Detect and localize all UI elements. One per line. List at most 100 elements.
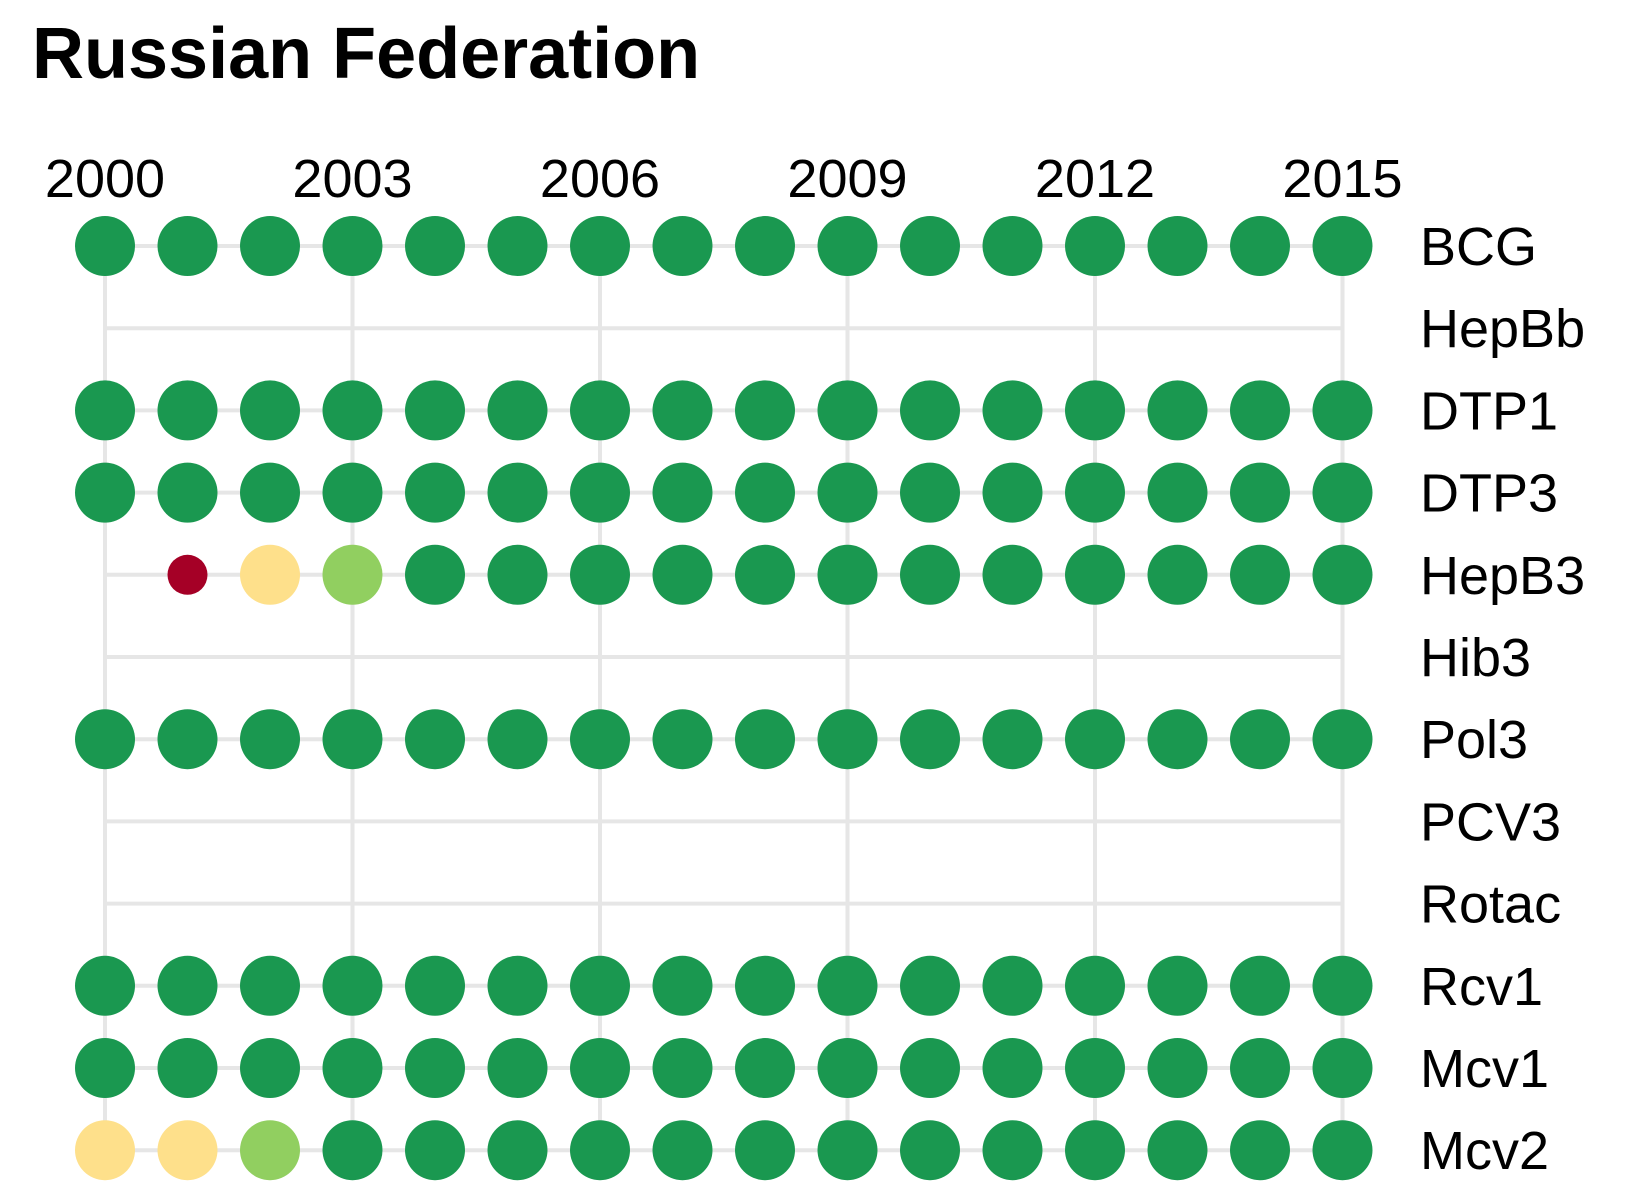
data-dot (405, 955, 465, 1016)
data-dot (982, 1120, 1043, 1181)
data-dot (570, 544, 630, 605)
data-dot (322, 380, 383, 441)
data-dot (1230, 1038, 1290, 1098)
x-tick-label: 2003 (292, 149, 412, 209)
data-dot (75, 216, 135, 276)
data-dot (157, 462, 218, 523)
data-dot (652, 216, 713, 276)
data-dot (570, 1038, 630, 1098)
data-dot (735, 1120, 795, 1181)
data-dot (157, 380, 218, 441)
data-dot (240, 216, 300, 276)
row-label: DTP1 (1420, 381, 1558, 441)
data-dot (817, 955, 878, 1016)
data-dot (900, 1120, 960, 1181)
data-dot (240, 1038, 300, 1098)
data-dot (487, 1038, 548, 1098)
data-dot (405, 1120, 465, 1181)
data-dot (322, 544, 383, 605)
data-dot (75, 1038, 135, 1098)
row-label: Mcv1 (1420, 1039, 1549, 1099)
data-dot (322, 216, 383, 276)
data-dot (652, 462, 713, 523)
data-dot (735, 216, 795, 276)
data-dot (982, 462, 1043, 523)
data-dot (75, 955, 135, 1016)
data-dot (1312, 216, 1373, 276)
data-dot (1065, 544, 1125, 605)
data-dot (240, 462, 300, 523)
data-dot (735, 380, 795, 441)
data-dot (900, 955, 960, 1016)
data-dot (570, 709, 630, 770)
row-label: PCV3 (1420, 792, 1561, 852)
data-dot (982, 709, 1043, 770)
data-dot (1147, 544, 1208, 605)
data-dot (322, 1038, 383, 1098)
data-dot (1147, 380, 1208, 441)
row-label: DTP3 (1420, 464, 1558, 524)
data-dot (157, 1038, 218, 1098)
x-tick-label: 2000 (45, 149, 165, 209)
data-dot (157, 216, 218, 276)
x-axis-tick-labels: 2000 2003 2006 2009 2012 2015 (45, 149, 1403, 209)
data-dot (900, 709, 960, 770)
data-dot (322, 955, 383, 1016)
data-dot (1065, 955, 1125, 1016)
data-dot (1147, 1120, 1208, 1181)
data-dot (817, 216, 878, 276)
data-dot (75, 462, 135, 523)
data-dot (1147, 955, 1208, 1016)
data-dot (240, 544, 300, 605)
data-dot (982, 544, 1043, 605)
data-dot (1230, 216, 1290, 276)
data-dot (652, 955, 713, 1016)
data-dot (652, 380, 713, 441)
data-dot (570, 1120, 630, 1181)
data-dot (1230, 544, 1290, 605)
data-dot (405, 216, 465, 276)
coverage-dots (75, 216, 1373, 1181)
data-dot (817, 1038, 878, 1098)
chart-title: Russian Federation (32, 14, 701, 94)
data-dot (1312, 1120, 1373, 1181)
row-label: Rotac (1420, 875, 1561, 935)
data-dot (900, 216, 960, 276)
data-dot (1312, 709, 1373, 770)
data-dot (982, 380, 1043, 441)
data-dot (240, 380, 300, 441)
data-dot (652, 544, 713, 605)
data-dot (735, 1038, 795, 1098)
data-dot (652, 709, 713, 770)
data-dot (817, 709, 878, 770)
data-dot (1312, 955, 1373, 1016)
data-dot (1147, 1038, 1208, 1098)
data-dot (487, 1120, 548, 1181)
data-dot (487, 462, 548, 523)
data-dot (1065, 380, 1125, 441)
data-dot (1312, 380, 1373, 441)
data-dot (487, 544, 548, 605)
data-dot (570, 955, 630, 1016)
data-dot (405, 462, 465, 523)
data-dot (570, 216, 630, 276)
data-dot (817, 380, 878, 441)
data-dot (1147, 216, 1208, 276)
x-tick-label: 2012 (1035, 149, 1155, 209)
data-dot (1230, 380, 1290, 441)
data-dot (900, 380, 960, 441)
data-dot (1230, 955, 1290, 1016)
data-dot (405, 544, 465, 605)
data-dot (982, 216, 1043, 276)
row-label: Hib3 (1420, 628, 1531, 688)
data-dot (1230, 462, 1290, 523)
data-dot (982, 1038, 1043, 1098)
data-dot (735, 462, 795, 523)
data-dot (817, 544, 878, 605)
data-dot (487, 955, 548, 1016)
data-dot (322, 709, 383, 770)
data-dot (405, 709, 465, 770)
data-dot (240, 1120, 300, 1181)
data-dot (1065, 462, 1125, 523)
row-labels: BCG HepBb DTP1 DTP3 HepB3 Hib3 Pol3 PCV3 Rotac Rc… (1420, 217, 1585, 1181)
